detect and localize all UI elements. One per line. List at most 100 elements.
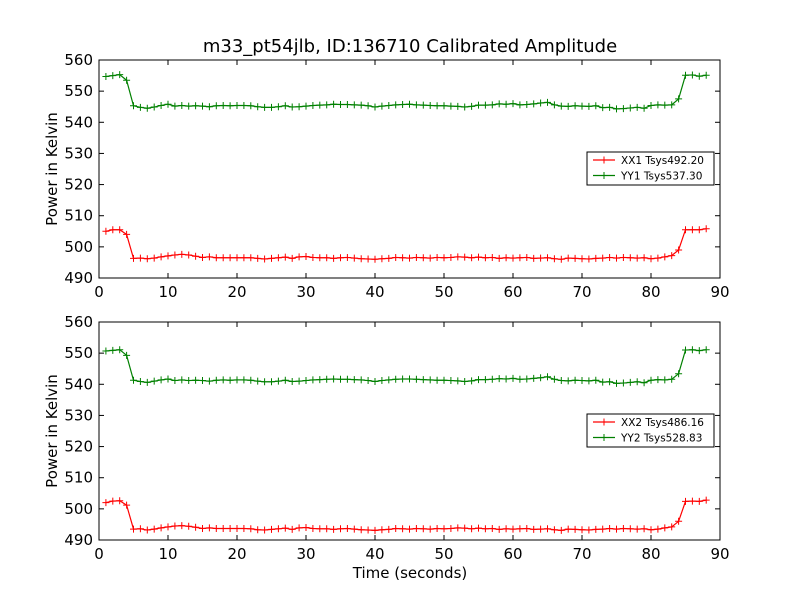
data-point — [274, 103, 282, 111]
data-point — [682, 71, 689, 79]
data-point — [350, 376, 358, 384]
data-point — [412, 253, 420, 261]
data-point — [240, 376, 248, 384]
data-point — [378, 102, 386, 110]
data-point — [233, 101, 241, 109]
data-point — [675, 95, 683, 103]
data-point — [212, 102, 220, 110]
y-tick-label: 490 — [64, 531, 93, 549]
data-point — [468, 102, 476, 110]
data-point — [613, 379, 620, 387]
data-point — [592, 102, 600, 110]
data-point — [426, 101, 434, 109]
x-tick-label: 20 — [227, 545, 246, 563]
data-point — [695, 226, 703, 234]
data-point — [157, 524, 165, 532]
data-point — [399, 254, 407, 262]
data-point — [606, 378, 614, 386]
data-point — [323, 101, 331, 109]
data-point — [447, 377, 455, 385]
y-tick-label: 540 — [64, 375, 93, 393]
data-point — [268, 254, 275, 262]
data-point — [226, 102, 234, 110]
data-point — [688, 71, 696, 79]
data-point — [516, 101, 524, 109]
data-point — [392, 253, 400, 261]
data-point — [378, 377, 386, 385]
data-point — [564, 377, 572, 385]
data-point — [702, 496, 710, 504]
y-tick-label: 560 — [64, 51, 93, 69]
data-point — [702, 225, 710, 233]
data-point — [343, 101, 351, 109]
data-point — [240, 254, 248, 262]
data-point — [150, 525, 158, 533]
data-point — [109, 346, 117, 354]
y-tick-label: 520 — [64, 438, 93, 456]
data-point — [378, 255, 386, 263]
data-point — [164, 252, 172, 260]
data-point — [337, 525, 344, 533]
data-point — [537, 525, 545, 533]
data-point — [461, 103, 469, 111]
data-point — [164, 100, 172, 108]
data-point — [454, 253, 462, 261]
bottom-panel: 0 10 20 30 40 50 60 70 80 90 490 500 510 520 530 540 550… — [43, 313, 730, 563]
data-point — [157, 101, 165, 109]
data-point — [454, 102, 462, 110]
data-point — [274, 525, 282, 533]
x-tick-label: 20 — [227, 283, 246, 301]
legend-marker — [600, 172, 608, 179]
data-point — [240, 524, 248, 532]
y-tick-label: 490 — [64, 269, 93, 287]
data-point — [578, 102, 586, 110]
data-point — [426, 525, 434, 533]
data-point — [364, 255, 372, 263]
legend-label: YY2 Tsys528.83 — [620, 433, 702, 445]
data-point — [254, 526, 262, 534]
data-point — [261, 103, 269, 111]
plot-frame — [98, 59, 721, 279]
data-point — [564, 102, 572, 110]
series-1 — [102, 496, 710, 534]
data-point — [130, 376, 137, 384]
data-point — [619, 379, 627, 387]
series-1 — [102, 225, 710, 263]
data-point — [419, 525, 427, 533]
y-tick-label: 510 — [64, 207, 93, 225]
data-point — [316, 525, 324, 533]
data-point — [371, 377, 379, 385]
y-tick-label: 560 — [64, 313, 93, 331]
data-point — [592, 376, 600, 384]
data-point — [205, 524, 213, 532]
data-point — [385, 376, 393, 384]
data-point — [371, 103, 379, 111]
data-point — [475, 253, 482, 261]
data-point — [136, 525, 144, 533]
data-point — [564, 525, 572, 533]
data-point — [136, 377, 144, 385]
data-point — [599, 104, 607, 112]
data-point — [295, 524, 303, 532]
data-point — [509, 374, 517, 382]
y-axis-label: Power in Kelvin — [43, 374, 61, 488]
data-point — [626, 254, 634, 262]
data-point — [123, 351, 131, 359]
data-point — [102, 227, 110, 235]
data-point — [578, 526, 586, 534]
data-point — [516, 525, 524, 533]
data-point — [613, 105, 620, 113]
data-point — [488, 524, 496, 532]
data-point — [350, 525, 358, 533]
data-point — [530, 100, 538, 108]
data-point — [481, 101, 489, 109]
data-point — [157, 253, 165, 261]
data-point — [192, 376, 200, 384]
x-tick-label: 60 — [503, 545, 522, 563]
data-point — [661, 524, 669, 532]
data-point — [295, 253, 303, 261]
data-point — [178, 522, 186, 530]
data-point — [606, 103, 614, 111]
data-point — [330, 254, 338, 262]
data-point — [571, 254, 579, 262]
